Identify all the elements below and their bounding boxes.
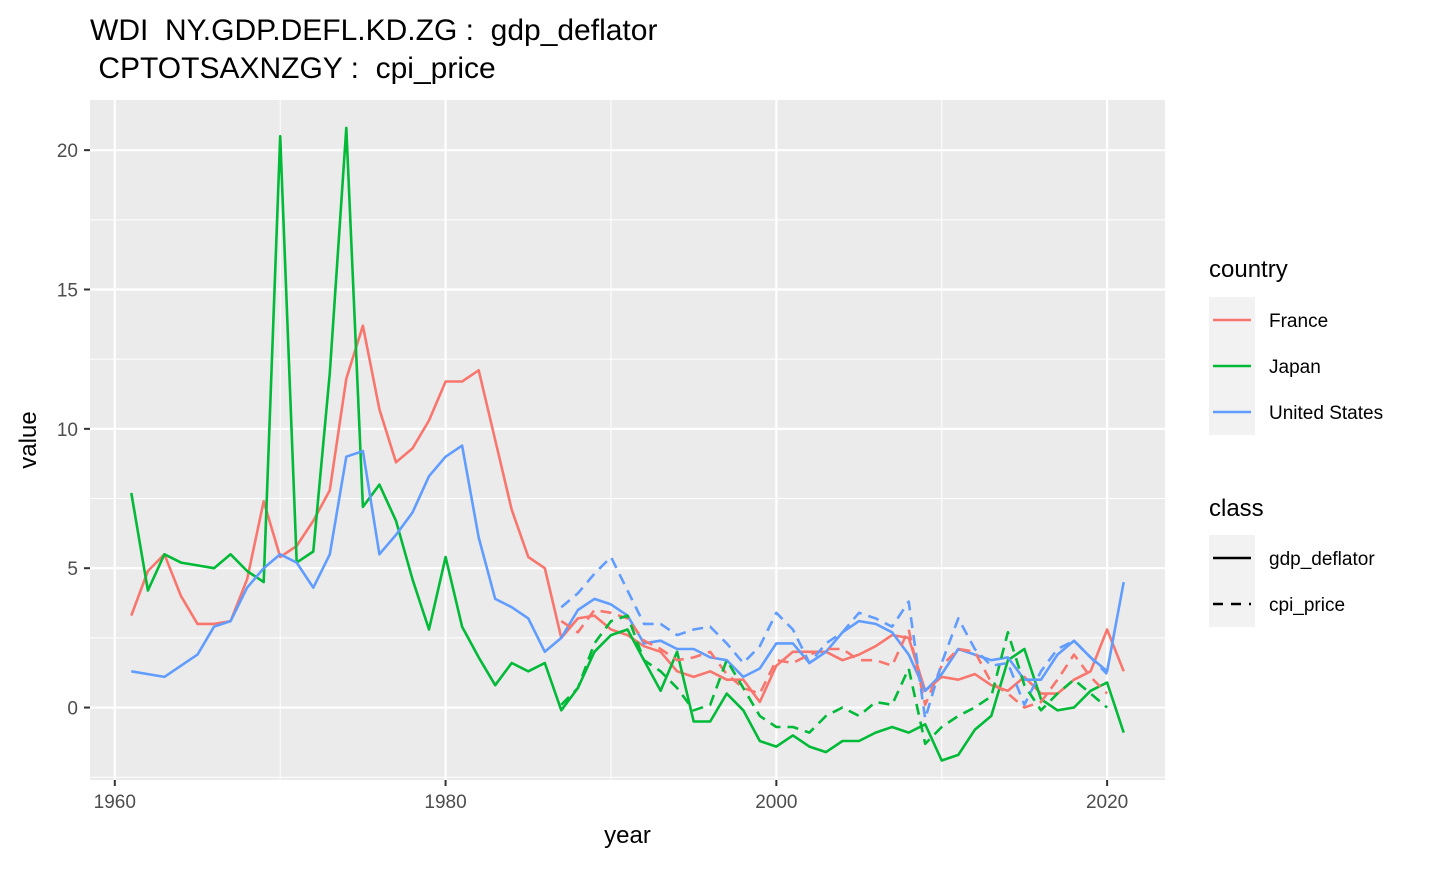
series-lines	[130, 126, 1125, 762]
y-tick-label: 5	[67, 559, 78, 580]
legend-label-country: France	[1269, 311, 1328, 332]
y-tick-label: 10	[57, 420, 78, 441]
series-line-france-cpi-price	[560, 608, 1109, 709]
axis-ticks: 1960 1980 2000 2020 0 5 10 15 20	[57, 141, 1128, 813]
x-axis-title: year	[604, 822, 651, 849]
y-axis-title: value	[15, 411, 42, 468]
x-tick-label: 1960	[94, 792, 136, 813]
legend-class-items: gdp_deflator cpi_price	[1209, 535, 1375, 627]
chart-title-line-2: CPTOTSAXNZGY : cpi_price	[90, 52, 496, 85]
legend: country class France Japan United States g…	[1209, 256, 1383, 627]
y-tick-label: 20	[57, 141, 78, 162]
legend-title-country: country	[1209, 256, 1288, 283]
chart-title-line-1: WDI NY.GDP.DEFL.KD.ZG : gdp_deflator	[90, 14, 657, 47]
x-tick-label: 2020	[1086, 792, 1128, 813]
series-line-japan-cpi-price	[560, 614, 1108, 746]
y-tick-label: 15	[57, 281, 78, 302]
x-tick-label: 1980	[424, 792, 466, 813]
legend-label-class: gdp_deflator	[1269, 549, 1375, 570]
x-tick-label: 2000	[755, 792, 797, 813]
y-tick-label: 0	[67, 699, 78, 720]
legend-title-class: class	[1209, 495, 1264, 522]
legend-label-country: Japan	[1269, 357, 1321, 378]
legend-label-class: cpi_price	[1269, 595, 1345, 616]
legend-label-country: United States	[1269, 403, 1383, 424]
series-line-united-states-cpi-price	[560, 555, 1109, 721]
legend-country-items: France Japan United States	[1209, 297, 1383, 435]
